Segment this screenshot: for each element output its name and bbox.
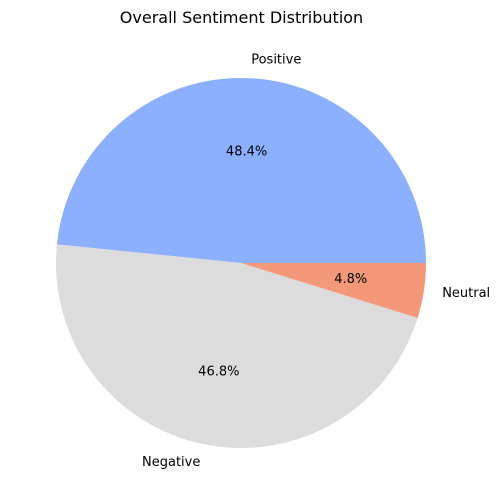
pie-slice-negative — [55, 244, 418, 449]
slice-label-positive: Positive — [251, 52, 301, 67]
slice-label-neutral: Neutral — [442, 286, 490, 301]
pie-slice-neutral — [241, 263, 426, 318]
chart-title: Overall Sentiment Distribution — [119, 8, 364, 27]
percent-label-negative: 46.8% — [198, 364, 239, 379]
percent-label-neutral: 4.8% — [334, 272, 367, 287]
slice-label-negative: Negative — [142, 455, 200, 470]
pie-slice-positive — [56, 77, 427, 264]
percent-label-positive: 48.4% — [226, 145, 267, 160]
